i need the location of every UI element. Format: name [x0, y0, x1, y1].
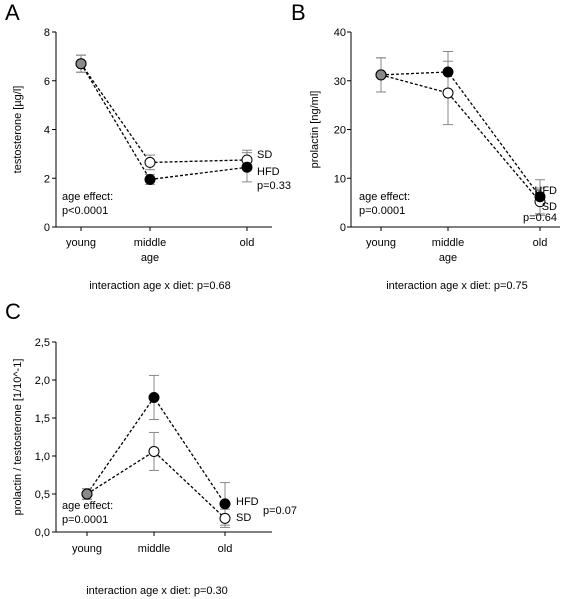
data-point-hfd [148, 391, 160, 403]
age-effect-label: p<0.0001 [62, 205, 108, 217]
x-tick-label: middle [432, 237, 464, 249]
y-tick-label: 0,0 [35, 527, 50, 539]
panel-b: B 0 10 20 30 40 prolactin [ng/ml] young middle ag… [291, 0, 560, 292]
interaction-label: interaction age x diet: p=0.75 [386, 280, 528, 292]
data-point-hfd [144, 173, 156, 185]
y-tick-label: 8 [44, 27, 50, 39]
data-point-hfd [75, 58, 87, 70]
panel-letter: B [291, 0, 306, 25]
legend-label-hfd: HFD [534, 185, 557, 197]
legend-label-sd: SD [257, 149, 272, 161]
interaction-label: interaction age x diet: p=0.30 [86, 585, 228, 597]
legend-label-sd: SD [236, 512, 251, 524]
age-effect-label: age effect: [62, 500, 113, 512]
y-tick-label: 0 [44, 222, 50, 234]
data-point-sd [148, 445, 160, 457]
data-point-hfd [219, 498, 231, 510]
y-tick-label: 2 [44, 173, 50, 185]
data-point-hfd [81, 488, 93, 500]
x-tick-label: old [218, 543, 233, 555]
y-tick-label: 0,5 [35, 489, 50, 501]
y-tick-label: 2,0 [35, 375, 50, 387]
y-tick-label: 4 [44, 125, 50, 137]
series-line-sd [80, 63, 248, 164]
x-tick-label: middle [138, 543, 170, 555]
p-value-label: p=0.64 [523, 212, 557, 224]
data-point-sd [442, 87, 454, 99]
y-tick-label: 1,5 [35, 413, 50, 425]
legend-label-hfd: HFD [257, 166, 280, 178]
y-axis-label: testosterone [µg/l] [12, 86, 24, 174]
y-tick-label: 0 [340, 222, 346, 234]
series-line-hfd [380, 71, 541, 198]
age-effect-label: p=0.0001 [359, 205, 405, 217]
x-tick-label: old [533, 237, 548, 249]
y-tick-label: 20 [334, 125, 346, 137]
panel-letter: A [5, 0, 20, 25]
y-tick-label: 30 [334, 76, 346, 88]
data-point-hfd [375, 69, 387, 81]
y-tick-label: 2,5 [35, 337, 50, 349]
y-axis-label: prolactin / testosterone [1/10^-1] [12, 359, 24, 516]
x-tick-label: young [366, 237, 396, 249]
y-tick-label: 40 [334, 27, 346, 39]
p-value-label: p=0.07 [263, 505, 297, 517]
x-tick-label: old [240, 237, 255, 249]
x-tick-label: young [66, 237, 96, 249]
y-axis-label: prolactin [ng/ml] [309, 91, 321, 169]
x-tick-label: middle [134, 237, 166, 249]
y-tick-label: 6 [44, 76, 50, 88]
data-point-hfd [534, 191, 546, 203]
data-point-hfd [442, 66, 454, 78]
data-point-sd [144, 156, 156, 168]
x-tick-label: age [439, 252, 457, 264]
series-line-hfd [80, 63, 248, 181]
panel-c: C 0,0 0,5 1,0 1,5 2,0 2,5 prolactin / testoster… [5, 299, 297, 597]
series-line-sd [380, 74, 541, 203]
data-point-hfd [241, 161, 253, 173]
interaction-label: interaction age x diet: p=0.68 [89, 280, 231, 292]
legend-label-hfd: HFD [236, 496, 259, 508]
p-value-label: p=0.33 [257, 180, 291, 192]
age-effect-label: age effect: [62, 191, 113, 203]
series-line-sd [86, 450, 226, 519]
panel-a: A 0 2 4 6 8 testosterone [µg/l] young middle age o… [5, 0, 291, 292]
panel-letter: C [5, 299, 21, 324]
y-tick-label: 1,0 [35, 451, 50, 463]
x-tick-label: young [72, 543, 102, 555]
y-tick-label: 10 [334, 173, 346, 185]
age-effect-label: p=0.0001 [62, 514, 108, 526]
age-effect-label: age effect: [359, 191, 410, 203]
x-tick-label: age [141, 252, 159, 264]
data-point-sd [219, 512, 231, 524]
legend-label-sd: SD [542, 201, 557, 213]
